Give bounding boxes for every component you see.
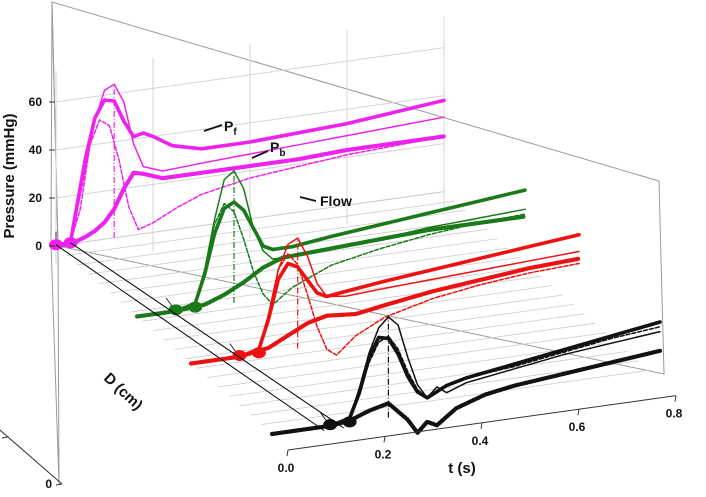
x-axis-title: t (s) xyxy=(448,460,476,477)
wave-start-marker xyxy=(232,350,247,361)
z-axis-title: D (cm) xyxy=(100,370,146,414)
y-tick-label: 0 xyxy=(35,239,42,253)
floor-baseline xyxy=(207,322,596,378)
z-axis-line xyxy=(0,429,63,485)
x-tick-label: 0.2 xyxy=(375,447,392,461)
x-tick-label: 0.4 xyxy=(472,434,489,448)
flow-leader xyxy=(299,196,317,202)
wave-start-marker xyxy=(342,416,357,428)
backward-wave-label-main: P xyxy=(270,139,279,155)
x-tick xyxy=(383,436,386,443)
wave-start-marker xyxy=(251,347,266,359)
floor-baseline xyxy=(174,294,563,350)
floor-baseline xyxy=(185,304,574,360)
x-tick-label: 0.8 xyxy=(666,407,683,421)
y-tick-label: 60 xyxy=(29,95,43,109)
floor-baseline xyxy=(109,238,499,294)
wave-start-marker xyxy=(188,301,203,313)
forward-wave-leader xyxy=(203,124,223,132)
z-tick-label: 0 xyxy=(45,477,52,491)
pressure-line xyxy=(54,98,446,248)
wave-start-marker xyxy=(168,304,183,316)
y-tick-label: 20 xyxy=(29,191,43,205)
axes-layer: 02040600102030400.00.20.40.60.8 xyxy=(0,95,683,491)
backward-wave-leader xyxy=(251,150,269,159)
backward-wave-line xyxy=(269,348,663,437)
floor-baseline xyxy=(217,332,607,388)
flow-line xyxy=(55,119,445,247)
backward-wave-label: Pb xyxy=(270,139,285,159)
backward-wave-line xyxy=(53,134,447,249)
y-tick-label: 40 xyxy=(29,143,43,157)
floor-baseline xyxy=(228,341,617,397)
backward-wave-label-subscript: b xyxy=(279,148,285,159)
flow-line xyxy=(136,202,526,318)
forward-wave-label-subscript: f xyxy=(233,127,237,138)
flow-label-main: Flow xyxy=(320,193,352,209)
forward-wave-line xyxy=(271,316,661,435)
wave-arrival-guide xyxy=(70,242,344,429)
marker-layer xyxy=(49,237,357,431)
y-axis-title: Pressure (mmHg) xyxy=(1,113,18,238)
z-tick xyxy=(1,436,9,439)
flow-label: Flow xyxy=(320,193,352,209)
x-tick-label: 0.0 xyxy=(278,461,295,475)
forward-wave-line xyxy=(55,83,445,247)
x-tick xyxy=(577,409,580,416)
flow-line xyxy=(271,326,661,435)
x-tick-label: 0.6 xyxy=(569,420,586,434)
flow-line xyxy=(190,253,580,365)
floor-baseline xyxy=(239,351,628,407)
floor-baseline xyxy=(66,200,455,256)
x-tick xyxy=(286,449,289,457)
z-tick xyxy=(55,483,63,486)
floor-baseline xyxy=(261,369,650,425)
forward-wave-label-main: P xyxy=(224,118,233,134)
series-layer xyxy=(53,83,663,437)
wave-start-marker xyxy=(323,419,338,431)
forward-wave-label: Pf xyxy=(224,118,237,138)
back-wall xyxy=(51,1,665,375)
x-tick xyxy=(480,422,483,429)
wave-arrival-guide xyxy=(55,244,325,432)
x-tick xyxy=(674,395,677,402)
